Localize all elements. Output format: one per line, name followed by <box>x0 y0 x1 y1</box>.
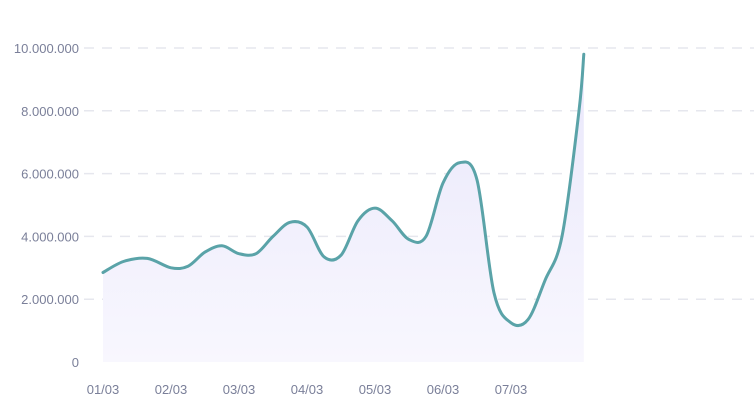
x-tick-label: 07/03 <box>495 382 528 397</box>
y-tick-label: 2.000.000 <box>21 292 79 307</box>
series-area <box>103 54 584 363</box>
x-tick-label: 01/03 <box>87 382 120 397</box>
y-tick-label: 0 <box>72 355 79 370</box>
x-tick-label: 06/03 <box>427 382 460 397</box>
area-fill <box>103 54 584 363</box>
y-axis: 0 2.000.000 4.000.000 6.000.000 8.000.000 10.… <box>14 41 79 370</box>
x-tick-label: 02/03 <box>155 382 188 397</box>
y-tick-label: 8.000.000 <box>21 104 79 119</box>
x-tick-label: 04/03 <box>291 382 324 397</box>
x-tick-label: 05/03 <box>359 382 392 397</box>
y-tick-label: 10.000.000 <box>14 41 79 56</box>
series-line-group <box>101 52 586 328</box>
series-line <box>101 52 586 328</box>
y-tick-label: 4.000.000 <box>21 229 79 244</box>
y-tick-label: 6.000.000 <box>21 167 79 182</box>
x-tick-label: 03/03 <box>223 382 256 397</box>
x-axis: 01/03 02/03 03/03 04/03 05/03 06/03 07/03 <box>87 382 528 397</box>
